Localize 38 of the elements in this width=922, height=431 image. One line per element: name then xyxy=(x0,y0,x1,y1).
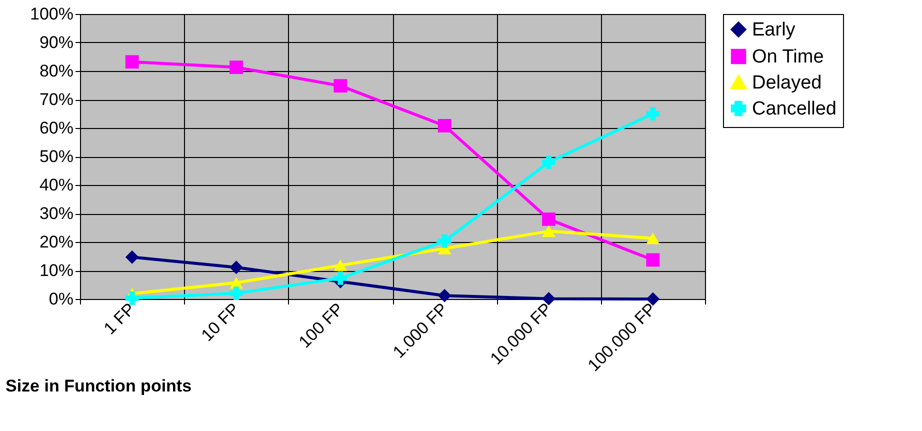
legend-label: Delayed xyxy=(752,72,822,94)
point xyxy=(438,119,452,132)
point xyxy=(125,55,139,69)
point xyxy=(334,79,348,93)
point xyxy=(334,271,348,285)
point xyxy=(125,291,139,305)
point xyxy=(230,286,243,300)
point xyxy=(646,253,660,267)
point xyxy=(438,288,452,302)
y-tick-label: 80% xyxy=(39,62,74,80)
y-tick-label: 100% xyxy=(30,4,74,24)
y-tick-label: 30% xyxy=(39,204,74,223)
point xyxy=(438,234,452,248)
point xyxy=(646,107,660,120)
y-tick-label: 60% xyxy=(39,118,74,138)
legend-label: On Time xyxy=(752,46,824,68)
point xyxy=(230,260,243,274)
y-tick-label: 20% xyxy=(39,232,74,252)
y-tick-label: 70% xyxy=(39,90,74,109)
point xyxy=(334,260,348,272)
x-tick-label: 100 FP xyxy=(295,299,348,352)
point xyxy=(542,155,556,169)
x-axis-title: Size in Function points xyxy=(6,376,192,396)
legend-label: Cancelled xyxy=(752,98,836,120)
point xyxy=(125,250,139,264)
x-tick-label: 10 FP xyxy=(198,299,244,345)
y-tick-label: 50% xyxy=(39,147,74,166)
x-tick-label: 1 FP xyxy=(100,299,139,338)
y-tick-label: 40% xyxy=(39,176,74,194)
point xyxy=(542,292,556,306)
y-tick-label: 90% xyxy=(39,33,74,52)
point xyxy=(646,232,660,244)
legend-label: Early xyxy=(752,20,796,40)
point xyxy=(542,212,556,226)
y-tick-label: 10% xyxy=(39,261,74,280)
point xyxy=(230,60,243,74)
point xyxy=(542,225,556,237)
y-tick-label: 0% xyxy=(48,290,74,308)
